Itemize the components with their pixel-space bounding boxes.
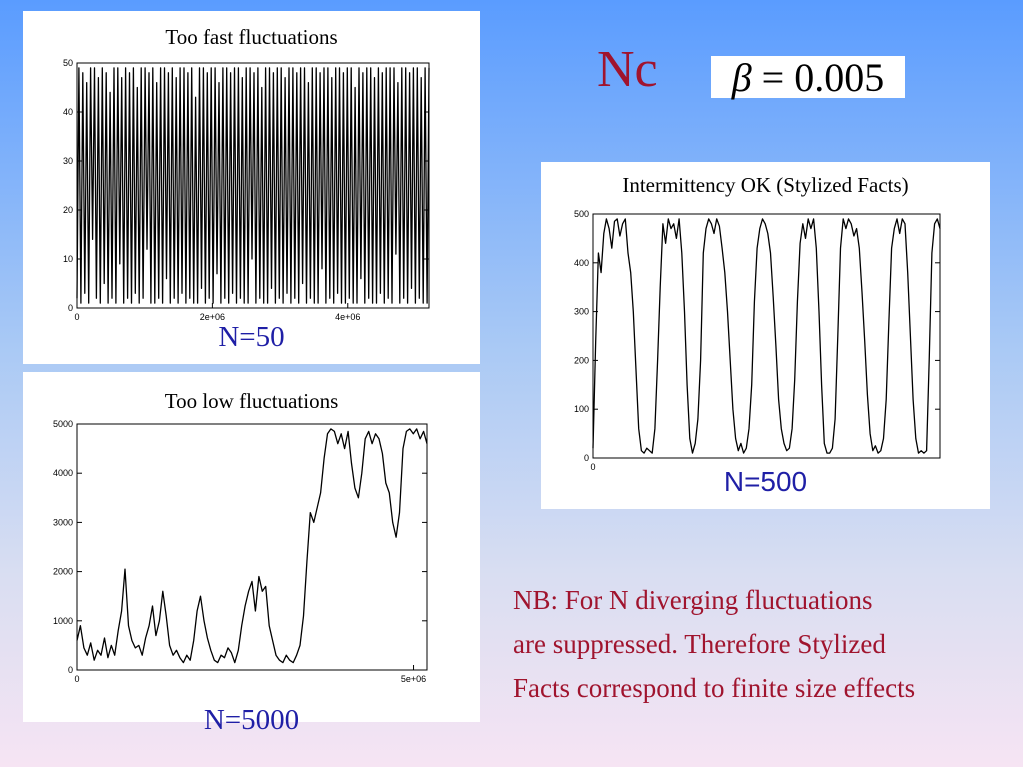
- y-tick-label-n500-4: 400: [574, 258, 589, 268]
- y-tick-n5000-5: 5000: [53, 419, 427, 429]
- chart-panel-n5000: Too low fluctuations 0 1000 2000 3000 4000 50…: [23, 372, 480, 722]
- chart-label-n5000: N=5000: [203, 704, 300, 736]
- chart-title-n50: Too fast fluctuations: [165, 25, 338, 49]
- chart-panel-n50: Too fast fluctuations 0 10 20 30 40 50 0 2e+06 4…: [23, 11, 480, 364]
- y-tick-n50-2: 20: [63, 205, 429, 215]
- note-text: NB: For N diverging fluctuations are sup…: [513, 578, 1013, 710]
- series-line-n5000-0: [76, 428, 428, 664]
- y-tick-n500-1: 100: [574, 404, 940, 414]
- y-tick-n50-5: 50: [63, 58, 429, 68]
- note-line-2: are suppressed. Therefore Stylized: [513, 629, 886, 659]
- x-tick-n50-0: 0: [74, 303, 80, 322]
- y-tick-label-n50-1: 10: [63, 254, 73, 264]
- y-tick-n50-4: 40: [63, 107, 429, 117]
- y-tick-label-n50-0: 0: [68, 303, 73, 313]
- y-tick-label-n50-2: 20: [63, 205, 73, 215]
- series-line-n50-0: [76, 67, 430, 304]
- chart-panel-n500: Intermittency OK (Stylized Facts) 0 100 20…: [541, 162, 990, 509]
- y-tick-n5000-3: 3000: [53, 517, 427, 527]
- page-title: Nc: [597, 41, 658, 98]
- x-tick-n5000-0: 0: [74, 665, 80, 684]
- chart-label-n500: N=500: [723, 466, 808, 497]
- chart-n5000: 0 1000 2000 3000 4000 5000 0 5e+06: [53, 419, 428, 684]
- plot-frame-n5000: [76, 423, 428, 671]
- x-tick-label-n50-0: 0: [74, 312, 79, 322]
- x-tick-n5000-1: 5e+06: [401, 665, 426, 684]
- chart-n500: 0 100 200 300 400 500 0: [574, 209, 941, 472]
- y-tick-label-n50-4: 40: [63, 107, 73, 117]
- plot-frame-n50: [76, 62, 430, 309]
- chart-title-n5000: Too low fluctuations: [164, 389, 339, 413]
- chart-title-n500: Intermittency OK (Stylized Facts): [622, 173, 909, 197]
- y-tick-n500-5: 500: [574, 209, 940, 219]
- beta-value: 0.005: [794, 54, 885, 100]
- note-line-3: Facts correspond to finite size effects: [513, 673, 916, 703]
- y-tick-label-n5000-5: 5000: [53, 419, 73, 429]
- y-tick-label-n5000-0: 0: [68, 665, 73, 675]
- x-tick-label-n5000-0: 0: [74, 674, 79, 684]
- chart-n50: 0 10 20 30 40 50 0 2e+06 4e+06: [63, 58, 430, 322]
- beta-formula: β = 0.005: [711, 54, 905, 100]
- y-tick-n50-1: 10: [63, 254, 429, 264]
- y-tick-label-n500-5: 500: [574, 209, 589, 219]
- note-line-1: NB: For N diverging fluctuations: [513, 585, 873, 615]
- y-tick-label-n500-2: 200: [574, 355, 589, 365]
- x-tick-n50-1: 2e+06: [200, 303, 225, 322]
- x-tick-label-n5000-1: 5e+06: [401, 674, 426, 684]
- y-tick-n50-3: 30: [63, 156, 429, 166]
- x-tick-label-n500-0: 0: [590, 462, 595, 472]
- x-tick-label-n50-2: 4e+06: [335, 312, 360, 322]
- y-tick-label-n50-3: 30: [63, 156, 73, 166]
- y-tick-n5000-0: 0: [68, 665, 427, 675]
- y-tick-n5000-2: 2000: [53, 567, 427, 577]
- y-tick-n5000-1: 1000: [53, 616, 427, 626]
- y-tick-label-n50-5: 50: [63, 58, 73, 68]
- y-tick-label-n500-3: 300: [574, 307, 589, 317]
- x-tick-label-n50-1: 2e+06: [200, 312, 225, 322]
- x-tick-n500-0: 0: [590, 453, 596, 472]
- y-tick-label-n5000-1: 1000: [53, 616, 73, 626]
- y-tick-n500-3: 300: [574, 307, 940, 317]
- chart-label-n50: N=50: [218, 321, 285, 353]
- x-tick-n50-2: 4e+06: [335, 303, 360, 322]
- y-tick-label-n5000-3: 3000: [53, 517, 73, 527]
- formula-relation: =: [761, 54, 785, 100]
- series-line-n500-0: [592, 218, 941, 454]
- y-tick-n500-0: 0: [584, 453, 940, 463]
- y-tick-n500-4: 400: [574, 258, 940, 268]
- beta-symbol: β: [731, 54, 752, 100]
- plot-frame-n500: [592, 213, 941, 459]
- y-tick-n500-2: 200: [574, 355, 940, 365]
- y-tick-n50-0: 0: [68, 303, 429, 313]
- y-tick-label-n5000-4: 4000: [53, 468, 73, 478]
- y-tick-label-n5000-2: 2000: [53, 567, 73, 577]
- y-tick-n5000-4: 4000: [53, 468, 427, 478]
- y-tick-label-n500-0: 0: [584, 453, 589, 463]
- y-tick-label-n500-1: 100: [574, 404, 589, 414]
